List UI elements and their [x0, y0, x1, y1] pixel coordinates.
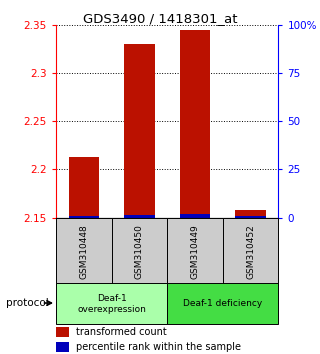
Bar [223, 218, 278, 285]
Text: transformed count: transformed count [76, 327, 167, 337]
Bar [56, 327, 69, 337]
Text: protocol: protocol [6, 298, 49, 308]
Text: Deaf-1
overexpression: Deaf-1 overexpression [77, 293, 146, 314]
Bar [124, 44, 155, 218]
Text: GDS3490 / 1418301_at: GDS3490 / 1418301_at [83, 12, 237, 25]
Text: GSM310449: GSM310449 [190, 224, 199, 279]
Text: GSM310448: GSM310448 [79, 224, 88, 279]
Text: Deaf-1 deficiency: Deaf-1 deficiency [183, 299, 262, 308]
Bar [235, 216, 266, 218]
Bar [167, 218, 223, 285]
Bar [180, 214, 210, 218]
Bar [112, 218, 167, 285]
Bar [235, 210, 266, 218]
Text: percentile rank within the sample: percentile rank within the sample [76, 342, 241, 352]
Bar [167, 283, 278, 324]
Bar [56, 342, 69, 353]
Text: GSM310450: GSM310450 [135, 224, 144, 279]
Bar [180, 30, 210, 218]
Bar [68, 157, 99, 218]
Bar [56, 218, 112, 285]
Bar [56, 283, 167, 324]
Text: GSM310452: GSM310452 [246, 224, 255, 279]
Bar [68, 216, 99, 218]
Bar [124, 215, 155, 218]
